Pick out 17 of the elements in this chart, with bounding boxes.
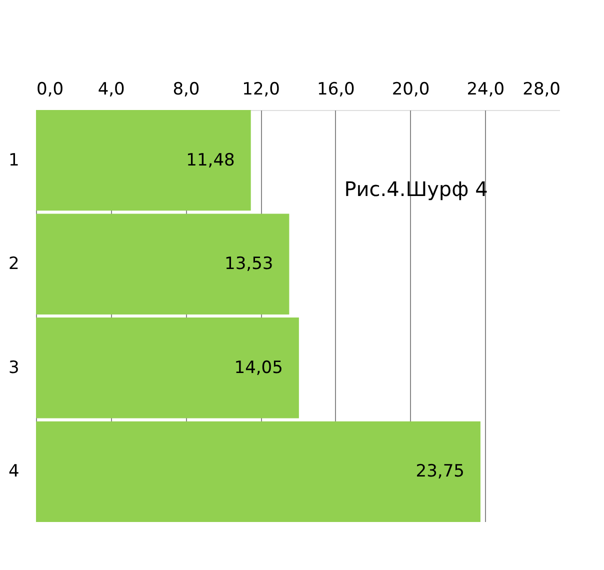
x-tick-label: 16,0: [317, 80, 355, 100]
y-tick-label: 4: [8, 462, 20, 482]
y-tick-label: 2: [8, 254, 20, 274]
y-tick-label: 3: [8, 358, 20, 378]
x-tick-label: 0,0: [36, 80, 64, 100]
x-tick-label: 4,0: [98, 80, 125, 100]
text: Рис.4.Шурф 4: [344, 177, 488, 201]
x-tick-label: 8,0: [172, 80, 200, 100]
x-tick-label: 28,0: [522, 80, 560, 100]
x-tick-label: 24,0: [466, 80, 505, 100]
data-label: 14,05: [234, 358, 283, 378]
data-label: 23,75: [416, 462, 464, 482]
data-label: 11,48: [186, 150, 235, 170]
x-tick-label: 20,0: [392, 80, 430, 100]
data-label: 13,53: [224, 254, 274, 274]
x-tick-label: 12,0: [242, 80, 280, 100]
y-tick-label: 1: [8, 150, 20, 170]
